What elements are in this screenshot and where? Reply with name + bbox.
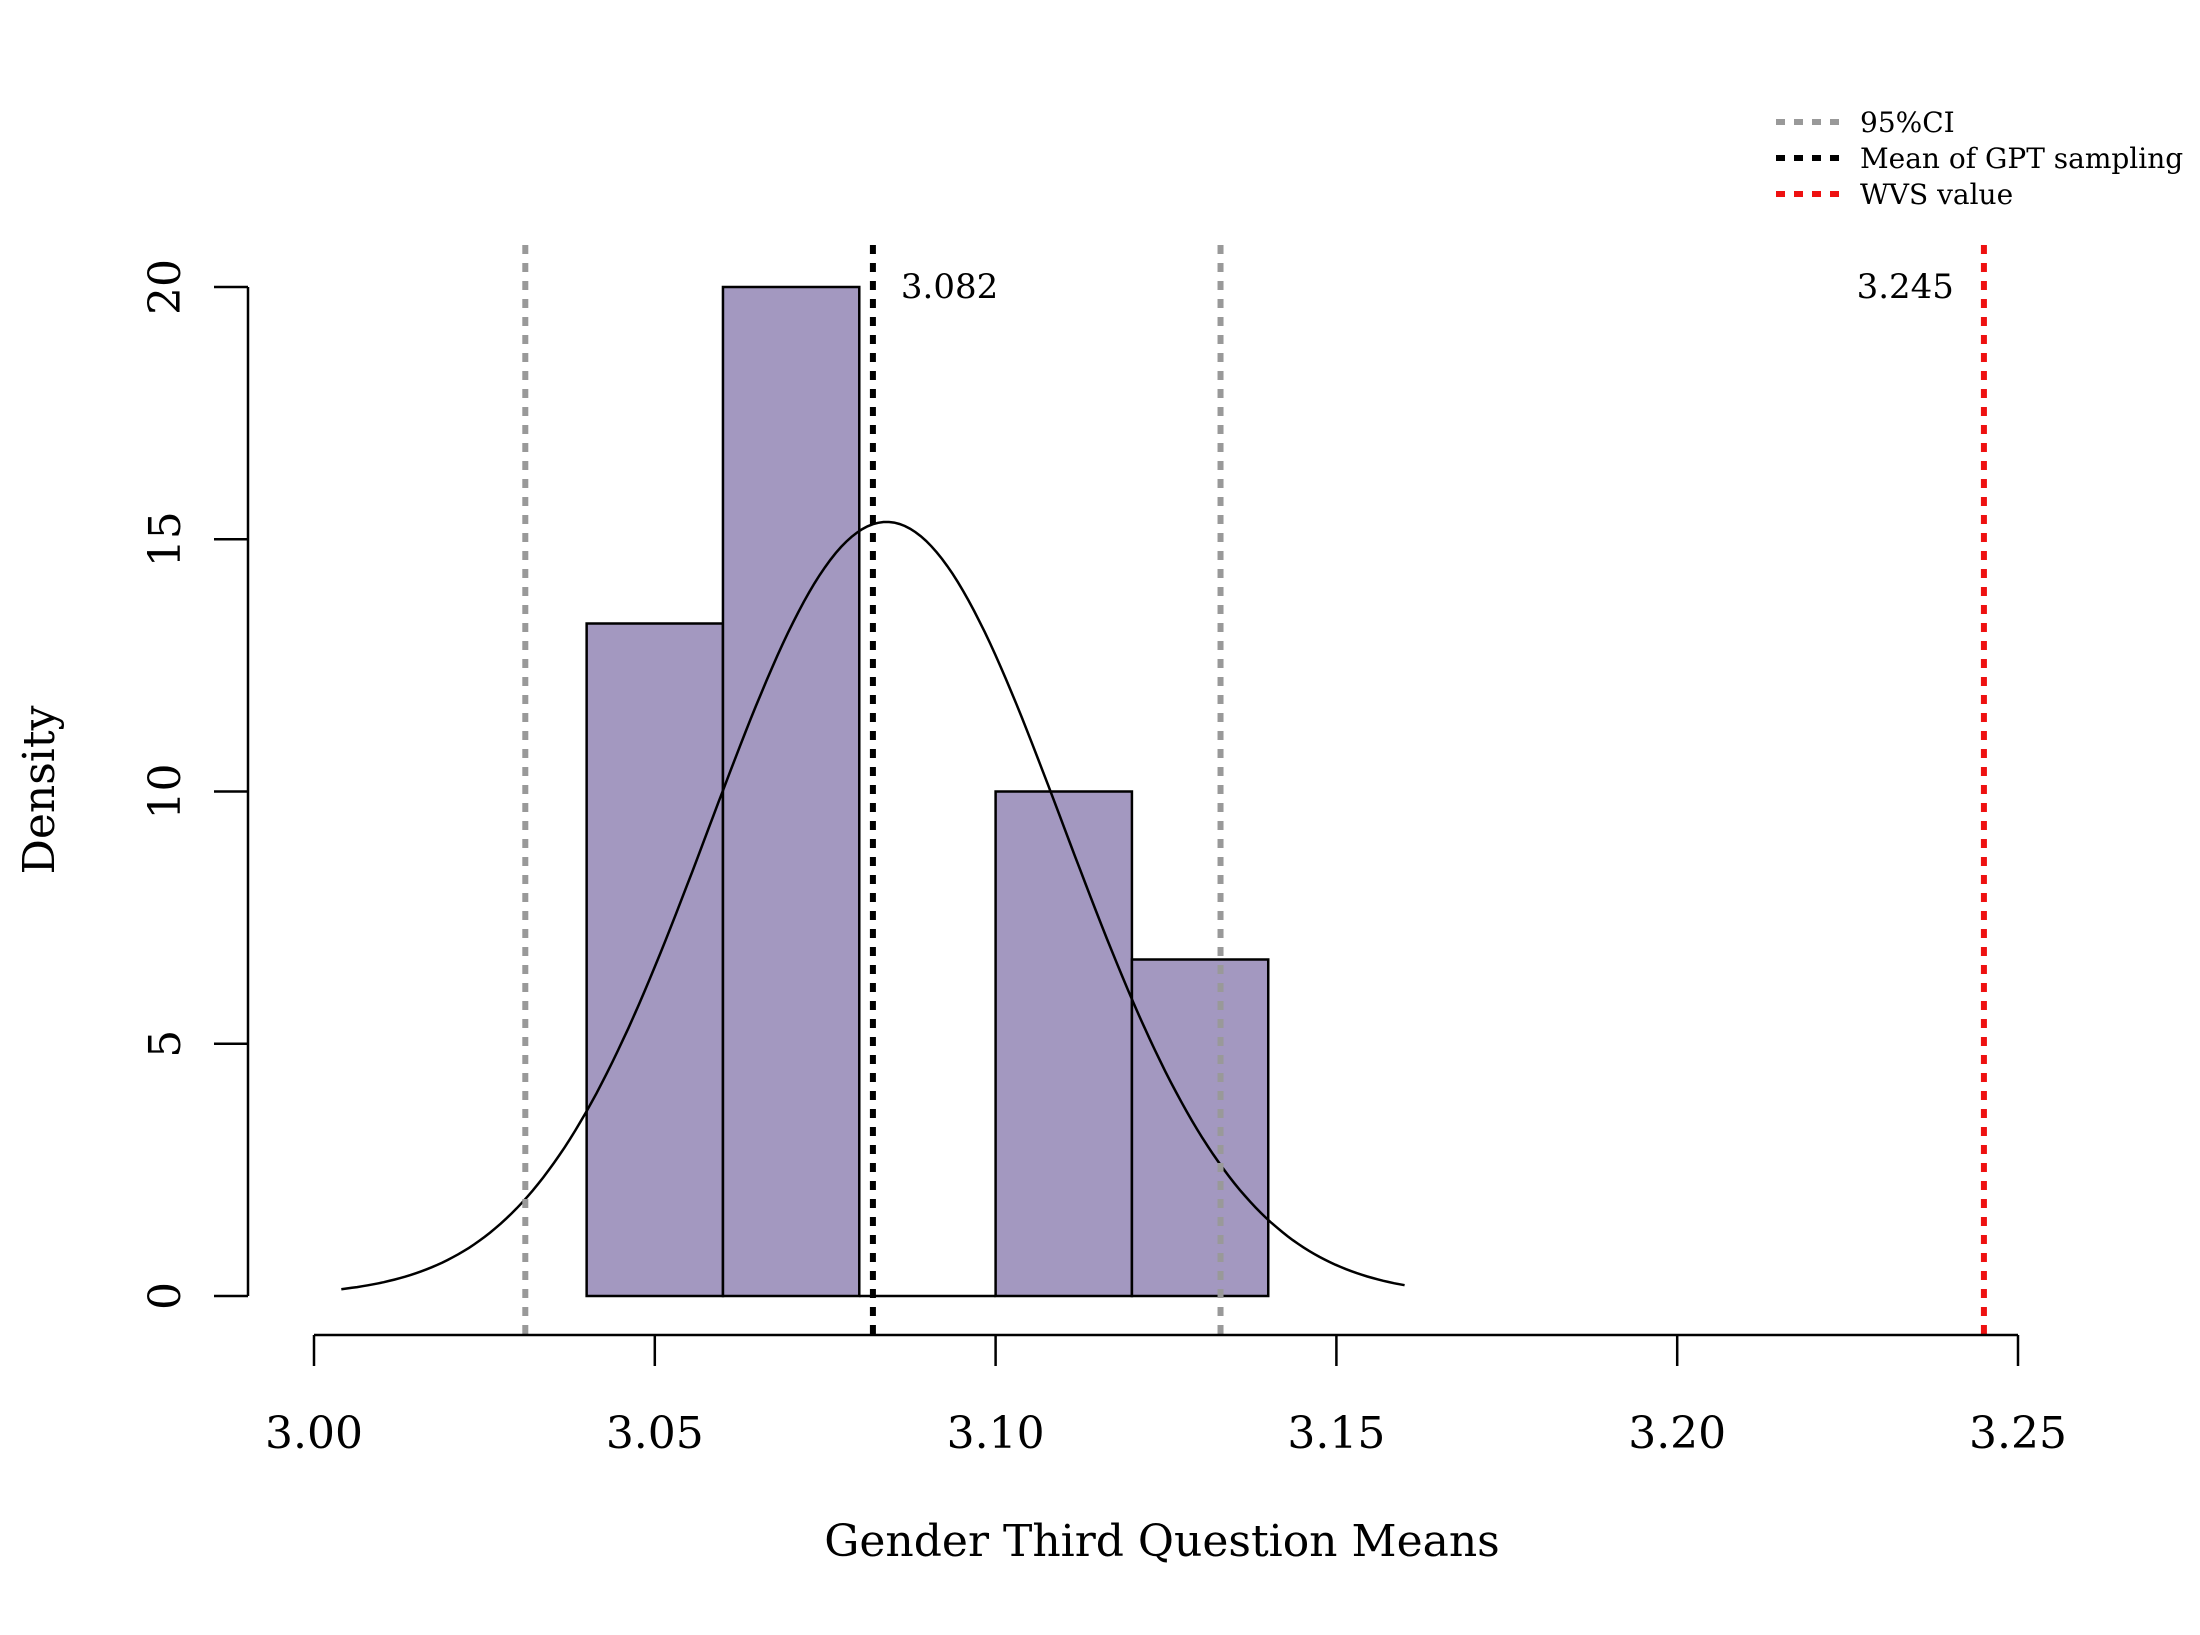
x-tick-label: 3.00: [265, 1408, 363, 1459]
legend-label: Mean of GPT sampling: [1860, 142, 2183, 175]
histogram-bar: [585, 622, 725, 1298]
histogram-bar: [721, 285, 861, 1298]
legend-label: 95%CI: [1860, 106, 1955, 139]
x-tick-label: 3.15: [1287, 1408, 1385, 1459]
axes: 3.00 3.05 3.10 3.15 3.20 3.25 0 5 10 15 20: [140, 259, 2067, 1459]
reference-lines: 3.082 3.245: [522, 245, 1987, 1340]
legend-label: WVS value: [1860, 178, 2013, 211]
gpt-mean-value-label: 3.082: [901, 267, 998, 307]
histogram-bar: [1130, 958, 1270, 1298]
normal-density-curve: [341, 520, 1405, 1291]
y-tick-label: 20: [140, 259, 191, 315]
normal-curve-group: [341, 520, 1405, 1291]
y-tick-label: 0: [140, 1282, 191, 1310]
x-tick-label: 3.20: [1628, 1408, 1726, 1459]
wvs-value-value-label: 3.245: [1857, 267, 1954, 307]
x-tick-label: 3.05: [606, 1408, 704, 1459]
x-tick-label: 3.25: [1969, 1408, 2067, 1459]
histogram-bar: [994, 790, 1134, 1298]
x-axis-title: Gender Third Question Means: [824, 1516, 1500, 1567]
y-axis-title: Density: [14, 705, 65, 874]
histogram-bars: [585, 285, 1270, 1298]
y-tick-label: 15: [140, 511, 191, 567]
y-tick-label: 10: [140, 764, 191, 820]
y-tick-label: 5: [140, 1030, 191, 1058]
x-tick-label: 3.10: [947, 1408, 1045, 1459]
